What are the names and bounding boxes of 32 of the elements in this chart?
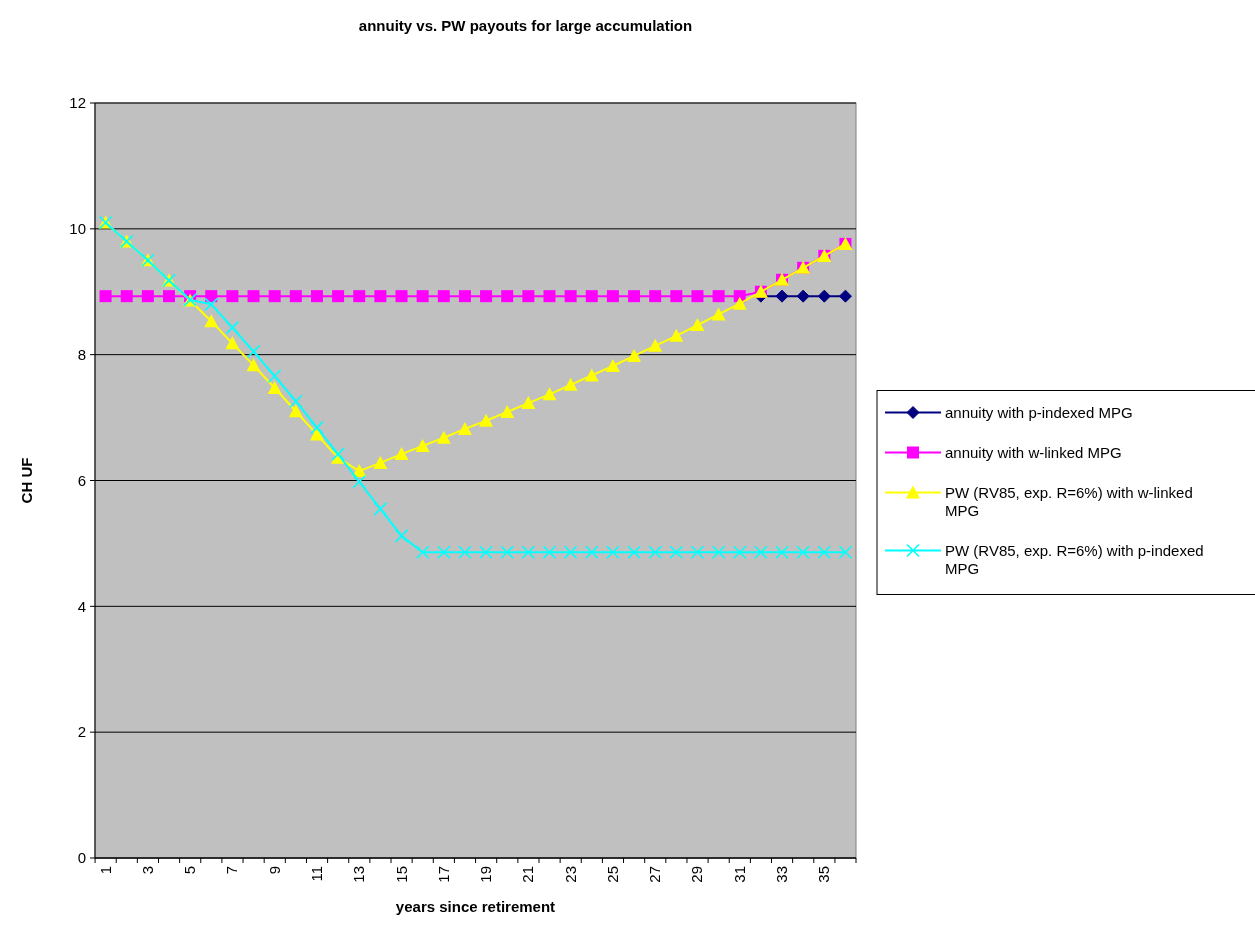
x-tick-label: 33 [773,866,791,883]
y-tick-label: 6 [77,471,86,489]
x-tick-label: 5 [181,866,199,875]
x-tick-label: 11 [307,866,325,882]
x-tick-label: 21 [519,866,537,883]
y-tick-label: 0 [77,849,86,867]
chart-title: annuity vs. PW payouts for large accumulation [358,17,693,34]
legend-label: PW (RV85, exp. R=6%) with w-linked MPG [945,483,1193,519]
x-tick-label: 19 [477,866,495,883]
y-tick-label: 10 [69,220,86,238]
x-tick-label: 35 [815,866,833,883]
x-tick-label: 23 [561,866,579,883]
x-tick-label: 15 [392,866,410,883]
y-axis-title: CH UF [18,457,35,504]
x-tick-label: 25 [603,866,621,883]
legend-label: PW (RV85, exp. R=6%) with p-indexed MPG [945,541,1204,577]
x-tick-label: 17 [434,866,452,883]
legend-label: annuity with w-linked MPG [945,443,1122,461]
x-tick-label: 3 [138,866,156,875]
y-tick-label: 12 [69,94,86,112]
x-tick-label: 31 [730,866,748,883]
x-tick-label: 7 [223,866,241,875]
legend-label: annuity with p-indexed MPG [945,403,1133,421]
x-tick-label: 1 [96,866,114,875]
x-tick-label: 13 [350,866,368,883]
y-tick-label: 2 [77,723,86,741]
y-tick-label: 8 [77,345,86,363]
x-axis-title: years since retirement [395,898,556,915]
x-tick-label: 27 [646,866,664,883]
x-tick-label: 29 [688,866,706,883]
y-tick-label: 4 [77,597,86,615]
x-tick-label: 9 [265,866,283,875]
